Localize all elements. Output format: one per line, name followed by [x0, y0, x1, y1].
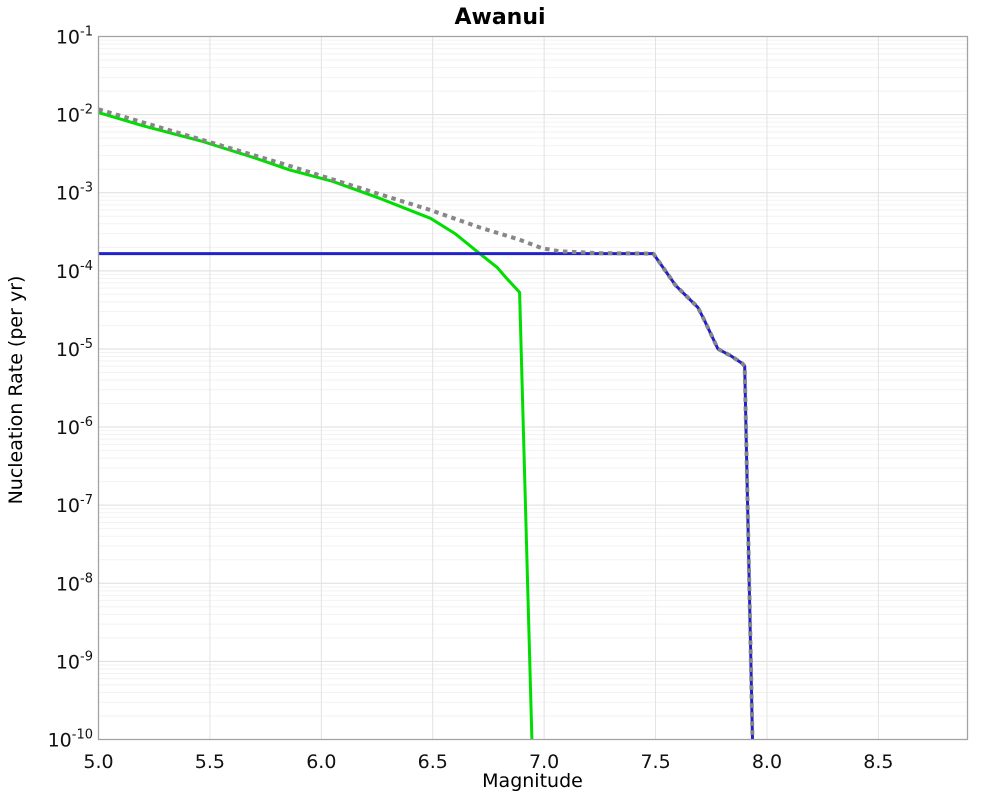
svg-text:8.5: 8.5 — [863, 751, 893, 773]
y-tick-labels: 10-1 10-2 10-3 10-4 10-5 10-6 10-7 10-8 10-9 10-1… — [48, 25, 93, 752]
svg-text:10-8: 10-8 — [56, 571, 93, 595]
x-tick-labels: 5.0 5.5 6.0 6.5 7.0 7.5 8.0 8.5 — [83, 751, 893, 773]
major-gridlines — [98, 114, 968, 662]
svg-text:10-5: 10-5 — [56, 337, 93, 361]
x-axis-label: Magnitude — [482, 770, 583, 792]
svg-text:7.0: 7.0 — [529, 751, 559, 773]
svg-text:7.5: 7.5 — [640, 751, 670, 773]
svg-text:10-10: 10-10 — [48, 728, 93, 752]
vertical-gridlines — [209, 36, 879, 740]
svg-text:10-1: 10-1 — [56, 25, 93, 49]
y-axis-label: Nucleation Rate (per yr) — [5, 275, 27, 505]
series-blue-solid-line — [98, 252, 754, 740]
series-gray-dotted-line — [98, 107, 755, 740]
svg-text:10-3: 10-3 — [56, 181, 93, 205]
svg-text:10-2: 10-2 — [56, 103, 93, 127]
minor-gridlines — [98, 39, 968, 717]
series-green-solid-curve — [98, 111, 534, 740]
svg-text:10-9: 10-9 — [56, 649, 93, 673]
chart-title: Awanui — [454, 5, 546, 30]
svg-text:8.0: 8.0 — [752, 751, 782, 773]
svg-text:10-6: 10-6 — [56, 415, 93, 439]
svg-text:5.0: 5.0 — [83, 751, 113, 773]
plot-frame — [97, 35, 969, 741]
svg-text:6.0: 6.0 — [306, 751, 336, 773]
svg-text:6.5: 6.5 — [418, 751, 448, 773]
svg-text:5.5: 5.5 — [195, 751, 225, 773]
svg-text:10-4: 10-4 — [56, 259, 93, 283]
svg-text:10-7: 10-7 — [56, 493, 93, 517]
